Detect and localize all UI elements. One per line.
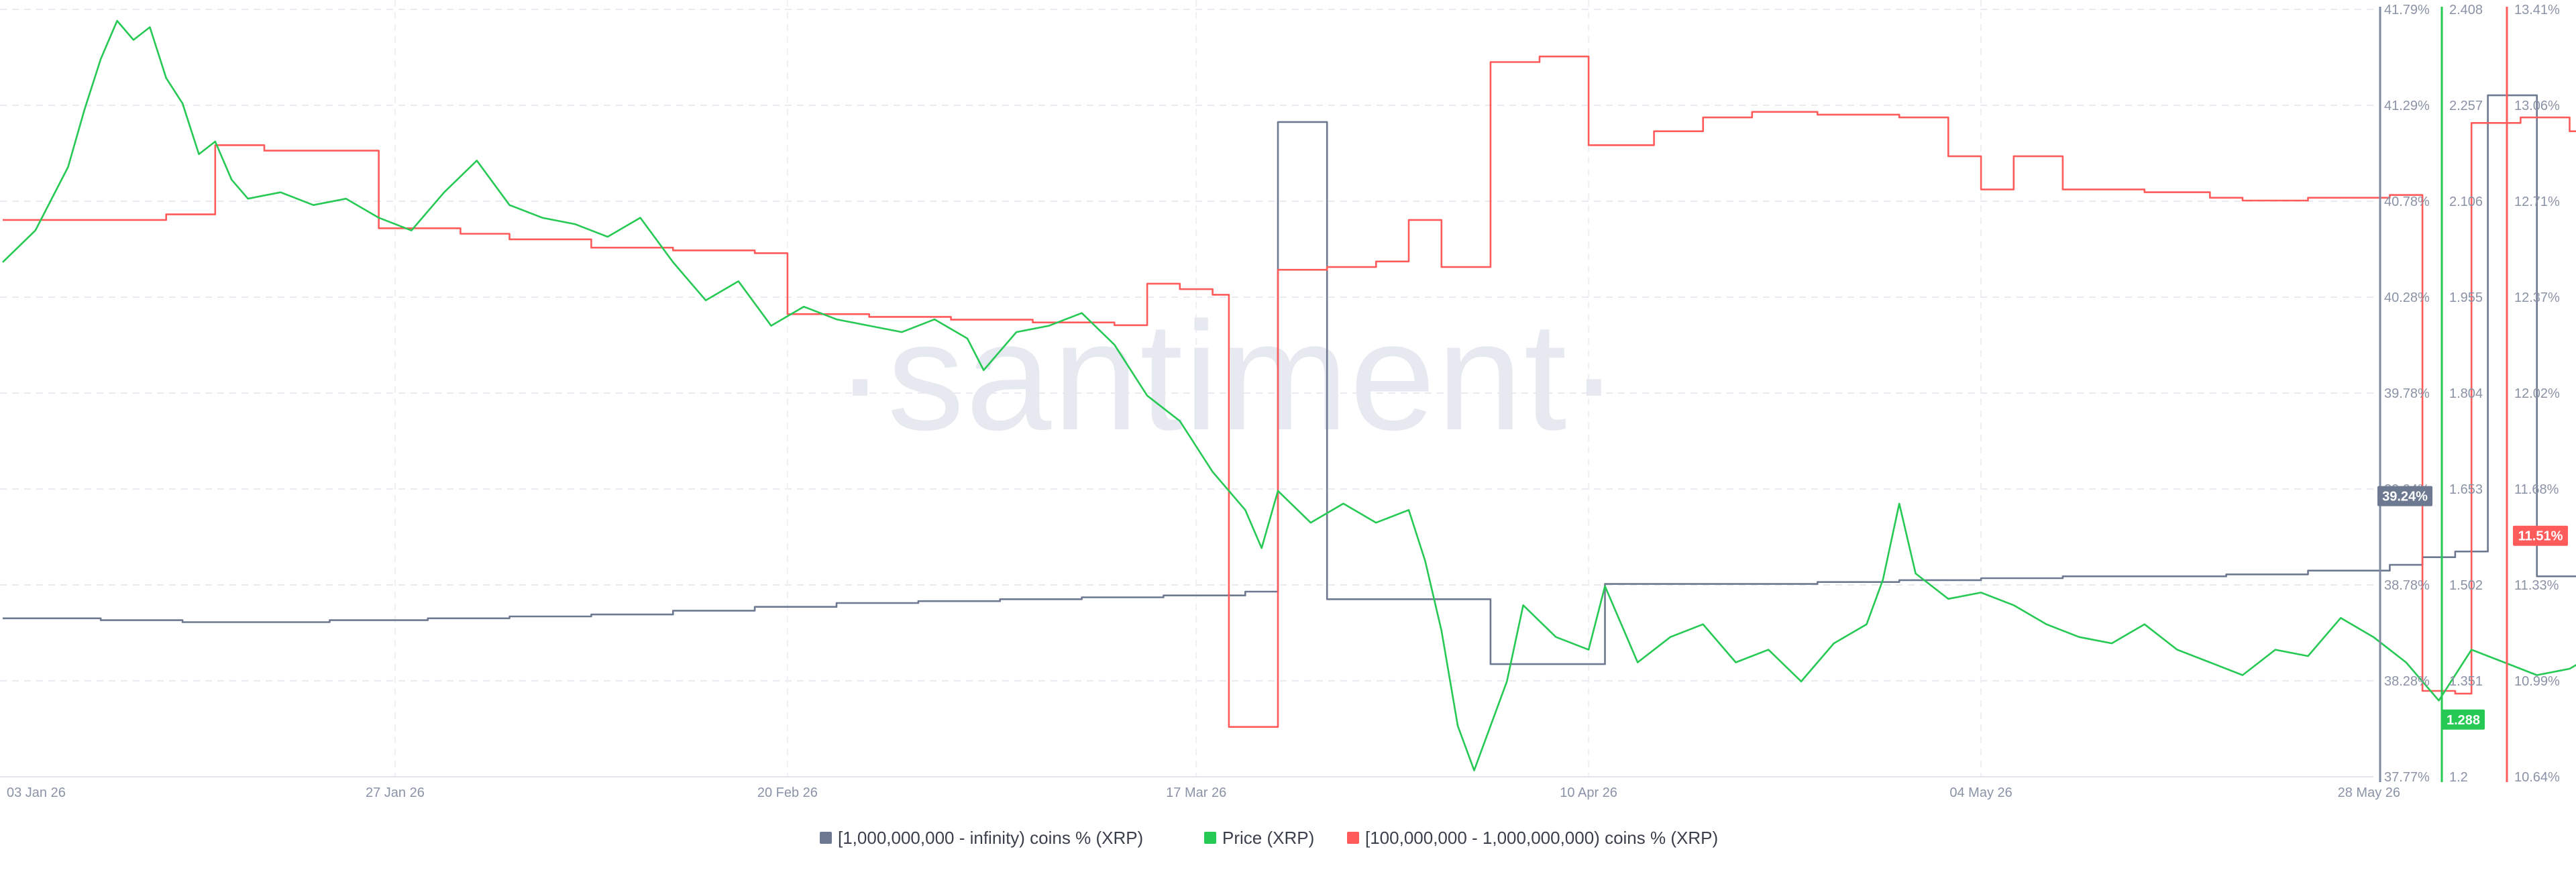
x-tick-label: 10 Apr 26 [1560,785,1617,800]
y-tick-label-price: 1.653 [2449,482,2483,497]
last-value-badge [2513,525,2568,546]
y-tick-label-whales100m: 10.64% [2514,770,2560,785]
y-tick-label-price: 1.955 [2449,290,2483,305]
watermark-text: ·santiment· [835,290,1621,462]
series-line-price [2,19,2576,771]
x-tick-label: 27 Jan 26 [366,785,425,800]
y-tick-label-price: 1.804 [2449,386,2483,401]
legend-swatch [1347,832,1359,844]
series-layer [2,19,2576,771]
y-tick-label-whales1b: 40.28% [2384,290,2430,305]
legend-swatch [1204,832,1216,844]
y-tick-label-whales100m: 10.99% [2514,674,2560,689]
x-tick-label: 03 Jan 26 [7,785,66,800]
legend-label: [100,000,000 - 1,000,000,000) coins % (X… [1365,828,1718,848]
last-value-label: 1.288 [2447,713,2480,728]
y-tick-label-whales1b: 38.28% [2384,674,2430,689]
y-tick-label-price: 1.502 [2449,578,2483,593]
x-tick-label: 17 Mar 26 [1166,785,1226,800]
y-tick-label-price: 1.351 [2449,674,2483,689]
x-tick-label: 04 May 26 [1949,785,2012,800]
legend-swatch [820,832,832,844]
y-tick-label-whales100m: 12.71% [2514,195,2560,209]
y-tick-label-whales100m: 11.68% [2514,482,2559,497]
y-tick-label-whales100m: 12.37% [2514,290,2560,305]
y-tick-label-whales1b: 41.29% [2384,99,2430,113]
y-tick-label-price: 2.408 [2449,3,2483,17]
legend-label: Price (XRP) [1222,828,1314,848]
legend-label: [1,000,000,000 - infinity) coins % (XRP) [838,828,1143,848]
y-tick-label-whales1b: 41.79% [2384,3,2430,17]
y-tick-label-whales1b: 38.78% [2384,578,2430,593]
series-line-whales-1b [3,94,2576,665]
x-tick-label: 28 May 26 [2338,785,2400,800]
last-value-label: 39.24% [2382,490,2428,504]
y-tick-label-price: 1.2 [2449,770,2468,785]
last-value-badge [2442,709,2485,730]
y-tick-label-whales1b: 39.78% [2384,386,2430,401]
y-tick-label-price: 2.257 [2449,99,2483,113]
last-value-badge [2377,486,2432,506]
x-axis: 03 Jan 26 27 Jan 26 20 Feb 26 17 Mar 26 10 A… [7,785,2400,800]
y-tick-label-price: 2.106 [2449,195,2483,209]
axes-layer: 41.79% 41.29% 40.78% 40.28% 39.78% 39.24% 38.7… [2377,3,2568,785]
grid-lines [0,0,2373,777]
y-tick-label-whales100m: 13.06% [2514,99,2560,113]
y-tick-label-whales100m: 11.33% [2514,578,2559,593]
last-value-label: 11.51% [2518,529,2563,544]
legend: [1,000,000,000 - infinity) coins % (XRP)… [820,828,1718,848]
series-line-whales-100m [3,55,2576,728]
y-tick-label-whales100m: 13.41% [2514,3,2560,17]
y-tick-label-whales100m: 12.02% [2514,386,2560,401]
x-tick-label: 20 Feb 26 [757,785,818,800]
y-tick-label-whales1b: 37.77% [2384,770,2430,785]
y-tick-label-whales1b: 40.78% [2384,195,2430,209]
